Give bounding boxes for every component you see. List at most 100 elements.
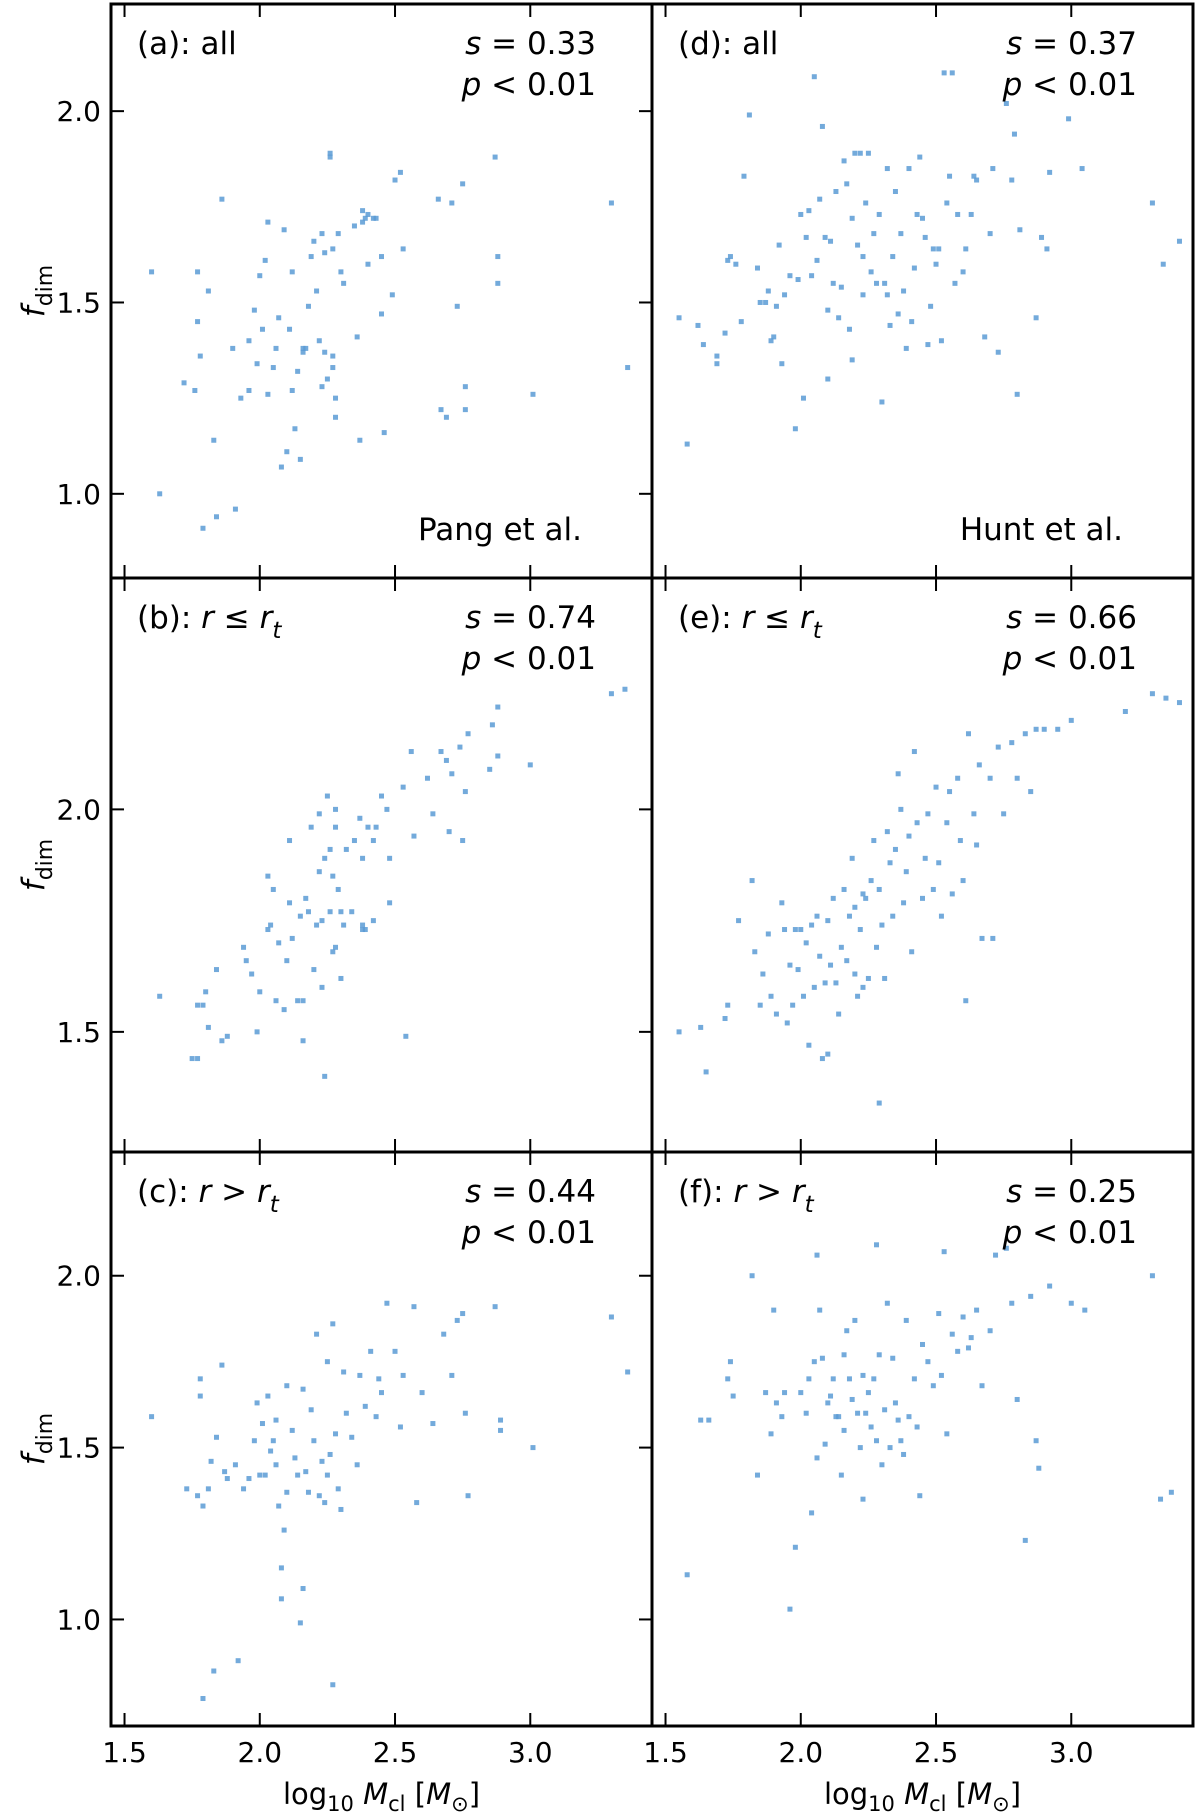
data-point [527, 762, 533, 768]
y-tick-label: 2.0 [56, 793, 101, 826]
data-point [330, 1682, 336, 1688]
data-point [1160, 261, 1166, 267]
data-point [338, 269, 344, 275]
data-point [305, 1489, 311, 1495]
data-point [965, 1345, 971, 1351]
data-point [995, 349, 1001, 355]
data-point [324, 376, 330, 382]
data-point [608, 200, 614, 206]
data-point [938, 338, 944, 344]
data-point [387, 855, 393, 861]
y-tick-label: 2.0 [56, 95, 101, 128]
data-point [841, 1352, 847, 1358]
data-point [254, 361, 260, 367]
data-point [1009, 1300, 1015, 1306]
data-point [360, 855, 366, 861]
data-point [273, 1417, 279, 1423]
data-point [270, 886, 276, 892]
data-point [454, 303, 460, 309]
data-point [338, 909, 344, 915]
data-point [349, 909, 355, 915]
data-point [684, 441, 690, 447]
axes-frame [650, 1150, 1195, 1728]
panel-label: (a): all [137, 26, 237, 62]
data-point [817, 196, 823, 202]
data-point [389, 292, 395, 298]
data-point [330, 949, 336, 955]
data-point [814, 1455, 820, 1461]
data-point [752, 949, 758, 955]
data-point [855, 1410, 861, 1416]
data-point [1033, 315, 1039, 321]
data-point [308, 254, 314, 260]
data-point [608, 1314, 614, 1320]
data-point [933, 261, 939, 267]
data-point [449, 771, 455, 777]
data-point [825, 376, 831, 382]
data-point [443, 757, 449, 763]
data-point [357, 1372, 363, 1378]
data-point [887, 322, 893, 328]
data-point [462, 384, 468, 390]
data-point [773, 1011, 779, 1017]
data-point [1014, 391, 1020, 397]
data-point [906, 1414, 912, 1420]
data-point [949, 891, 955, 897]
data-point [903, 869, 909, 875]
data-point [303, 895, 309, 901]
data-point [338, 975, 344, 981]
data-point [460, 181, 466, 187]
data-point [460, 838, 466, 844]
data-point [903, 1317, 909, 1323]
data-point [779, 1414, 785, 1420]
data-point [284, 1383, 290, 1389]
data-point [768, 993, 774, 999]
data-point [424, 775, 430, 781]
data-point [811, 984, 817, 990]
data-point [465, 731, 471, 737]
data-point [930, 1383, 936, 1389]
data-point [1176, 700, 1182, 706]
data-point [806, 1042, 812, 1048]
data-point [370, 918, 376, 924]
data-point [895, 771, 901, 777]
data-point [930, 246, 936, 252]
data-point [362, 215, 368, 221]
data-point [928, 303, 934, 309]
data-point [882, 1407, 888, 1413]
data-point [335, 1486, 341, 1492]
data-point [454, 1317, 460, 1323]
data-point [278, 1565, 284, 1571]
data-point [803, 1410, 809, 1416]
data-point [860, 1372, 866, 1378]
data-point [379, 793, 384, 799]
data-point [333, 1431, 339, 1437]
panel-label: (c): r > rt [137, 1174, 280, 1218]
data-point [803, 234, 809, 240]
data-point [495, 753, 501, 759]
data-point [949, 70, 955, 76]
x-tick-label: 2.0 [779, 1736, 824, 1769]
data-point [224, 1476, 230, 1482]
data-point [763, 299, 769, 305]
data-point [284, 449, 290, 455]
data-point [319, 384, 325, 390]
data-point [898, 1438, 904, 1444]
data-point [811, 1359, 817, 1365]
data-point [676, 1029, 682, 1035]
x-axis-label: log10 Mcl [M⊙] [824, 1777, 1021, 1816]
data-point [898, 231, 904, 237]
data-point [1028, 1293, 1034, 1299]
data-point [1033, 1438, 1039, 1444]
data-point [265, 927, 271, 933]
data-point [487, 766, 493, 772]
data-point [879, 922, 885, 928]
data-point [370, 838, 376, 844]
data-point [243, 958, 249, 964]
data-point [876, 886, 882, 892]
data-point [898, 806, 904, 812]
data-point [354, 334, 360, 340]
data-point [698, 1417, 704, 1423]
data-point [860, 1496, 866, 1502]
data-point [841, 886, 847, 892]
